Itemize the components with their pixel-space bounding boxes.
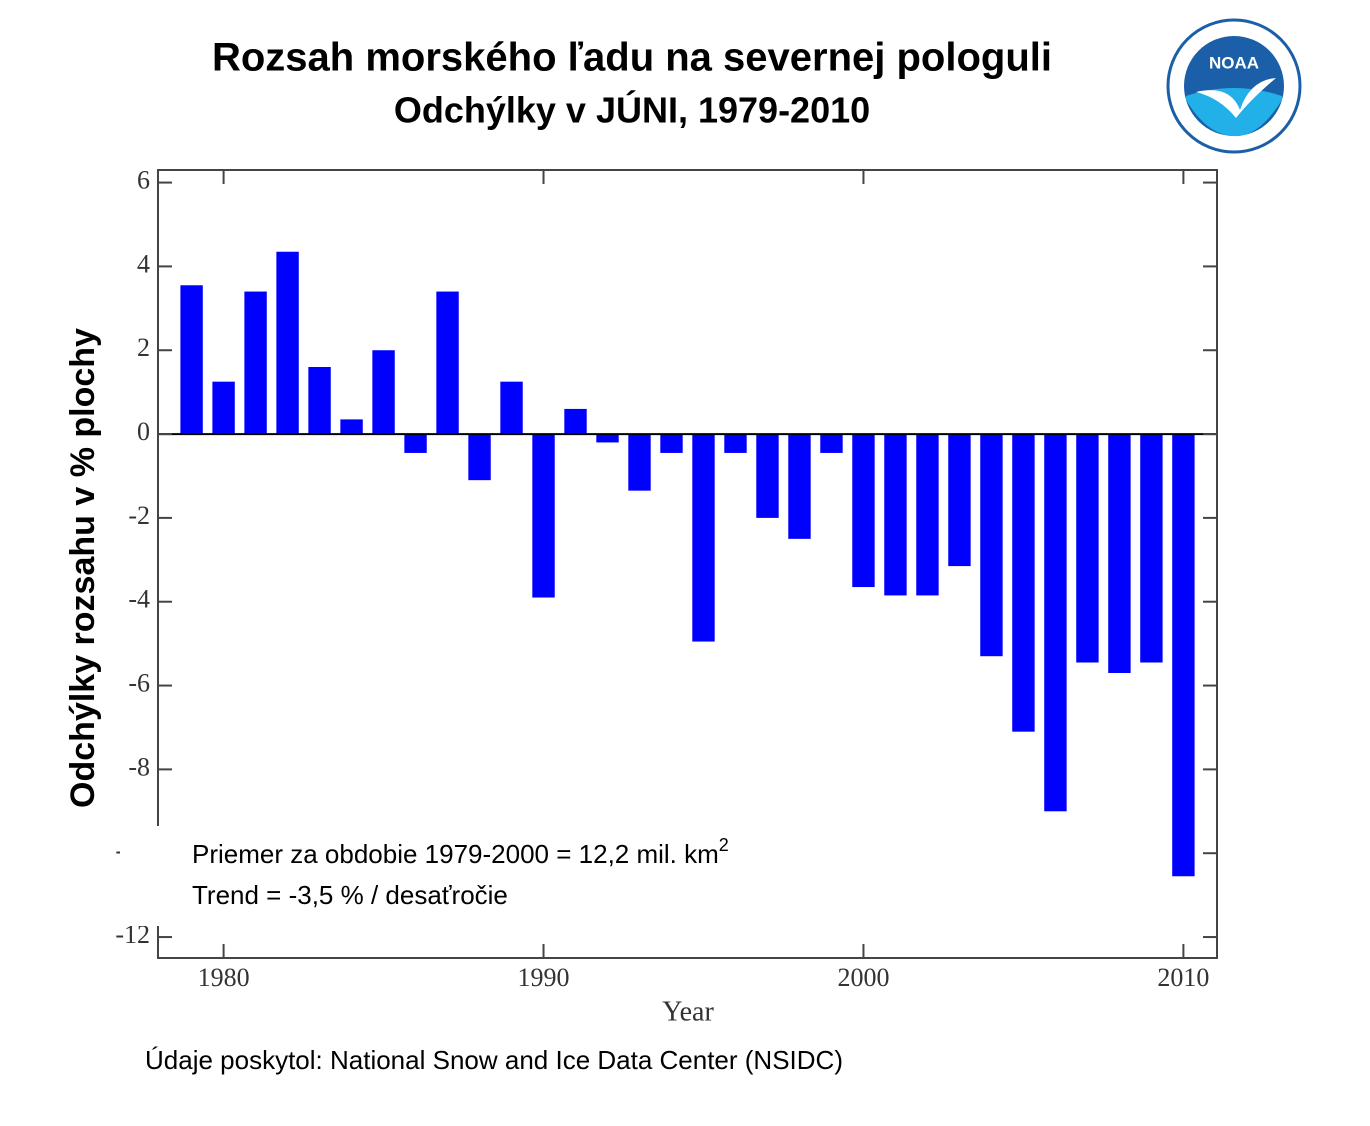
bar: [820, 434, 843, 453]
y-tick-label: -4: [128, 585, 150, 614]
bar: [1108, 434, 1131, 673]
annotation-line: Priemer za obdobie 1979-2000 = 12,2 mil.…: [192, 835, 729, 869]
bar: [404, 434, 427, 453]
bar: [1172, 434, 1195, 877]
y-tick-label: -2: [128, 501, 150, 530]
x-tick-label: 1980: [198, 963, 250, 992]
bar: [756, 434, 779, 518]
bar: [948, 434, 971, 567]
logo-gull: [1196, 78, 1276, 118]
bar: [788, 434, 811, 539]
chart-subtitle: Odchýlky v JÚNI, 1979-2010: [394, 89, 870, 131]
bar: [308, 367, 331, 435]
bar: [340, 419, 363, 435]
x-tick-label: 1990: [518, 963, 570, 992]
y-tick-label: 6: [137, 166, 150, 195]
bar: [1044, 434, 1067, 812]
bar: [660, 434, 683, 453]
bar: [724, 434, 747, 453]
y-tick-label: -6: [128, 669, 150, 698]
annotation-text: Priemer za obdobie 1979-2000 = 12,2 mil.…: [192, 839, 719, 869]
bar: [596, 434, 619, 443]
bar: [532, 434, 555, 598]
annotation-line: Trend = -3,5 % / desaťročie: [192, 880, 508, 910]
bar: [852, 434, 875, 588]
bar: [916, 434, 939, 596]
bar: [884, 434, 907, 596]
annotation: Priemer za obdobie 1979-2000 = 12,2 mil.…: [120, 826, 968, 926]
bar: [212, 381, 235, 435]
bar: [1076, 434, 1099, 663]
source-note: Údaje poskytol: National Snow and Ice Da…: [145, 1045, 843, 1075]
annotation-box: [120, 826, 968, 926]
y-tick-label: 4: [137, 249, 150, 278]
bar: [436, 291, 459, 435]
bar: [628, 434, 651, 491]
bar: [500, 381, 523, 435]
bar: [1140, 434, 1163, 663]
x-tick-label: 2000: [837, 963, 889, 992]
y-tick-label: -8: [128, 752, 150, 781]
logo-text: NOAA: [1209, 53, 1259, 72]
bar: [276, 251, 299, 435]
bar: [372, 350, 395, 435]
bar: [180, 285, 203, 435]
y-axis-label: Odchýlky rozsahu v % plochy: [64, 328, 102, 808]
bar: [692, 434, 715, 642]
bar: [564, 408, 587, 435]
y-tick-label: 0: [137, 417, 150, 446]
x-tick-label: 2010: [1157, 963, 1209, 992]
annotation-superscript: 2: [719, 835, 729, 855]
y-tick-label: 2: [137, 333, 150, 362]
logo: NOAA: [1166, 18, 1302, 154]
bar: [980, 434, 1003, 657]
bar: [244, 291, 267, 435]
chart-title: Rozsah morského ľadu na severnej pologul…: [212, 36, 1052, 80]
bar: [1012, 434, 1035, 732]
x-axis-label: Year: [662, 996, 714, 1027]
plot-frame: [157, 169, 1218, 959]
bar: [468, 434, 491, 481]
